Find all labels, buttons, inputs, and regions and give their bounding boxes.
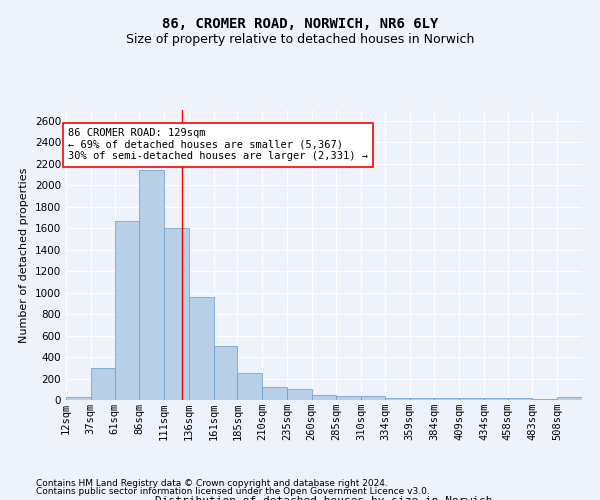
Text: 86, CROMER ROAD, NORWICH, NR6 6LY: 86, CROMER ROAD, NORWICH, NR6 6LY (162, 18, 438, 32)
Y-axis label: Number of detached properties: Number of detached properties (19, 168, 29, 342)
Bar (410, 398, 434, 400)
Bar (287, 390, 311, 400)
Bar (484, 398, 508, 400)
Bar (115, 220, 139, 400)
Bar (139, 170, 164, 400)
Bar (238, 373, 262, 400)
Text: Size of property relative to detached houses in Norwich: Size of property relative to detached ho… (126, 32, 474, 46)
Bar (385, 398, 410, 400)
Bar (557, 398, 582, 400)
Text: 86 CROMER ROAD: 129sqm
← 69% of detached houses are smaller (5,367)
30% of semi-: 86 CROMER ROAD: 129sqm ← 69% of detached… (68, 128, 368, 162)
Bar (337, 396, 361, 400)
Bar (66, 398, 91, 400)
Bar (508, 398, 532, 400)
Bar (532, 399, 557, 400)
Bar (434, 398, 459, 400)
Bar (164, 228, 189, 400)
Text: Contains public sector information licensed under the Open Government Licence v3: Contains public sector information licen… (36, 487, 430, 496)
Bar (262, 387, 287, 400)
Bar (311, 394, 337, 400)
Bar (189, 297, 214, 400)
Bar (361, 396, 385, 400)
Bar (459, 398, 484, 400)
Text: Contains HM Land Registry data © Crown copyright and database right 2024.: Contains HM Land Registry data © Crown c… (36, 478, 388, 488)
X-axis label: Distribution of detached houses by size in Norwich: Distribution of detached houses by size … (155, 496, 493, 500)
Bar (91, 368, 115, 400)
Bar (214, 346, 238, 400)
